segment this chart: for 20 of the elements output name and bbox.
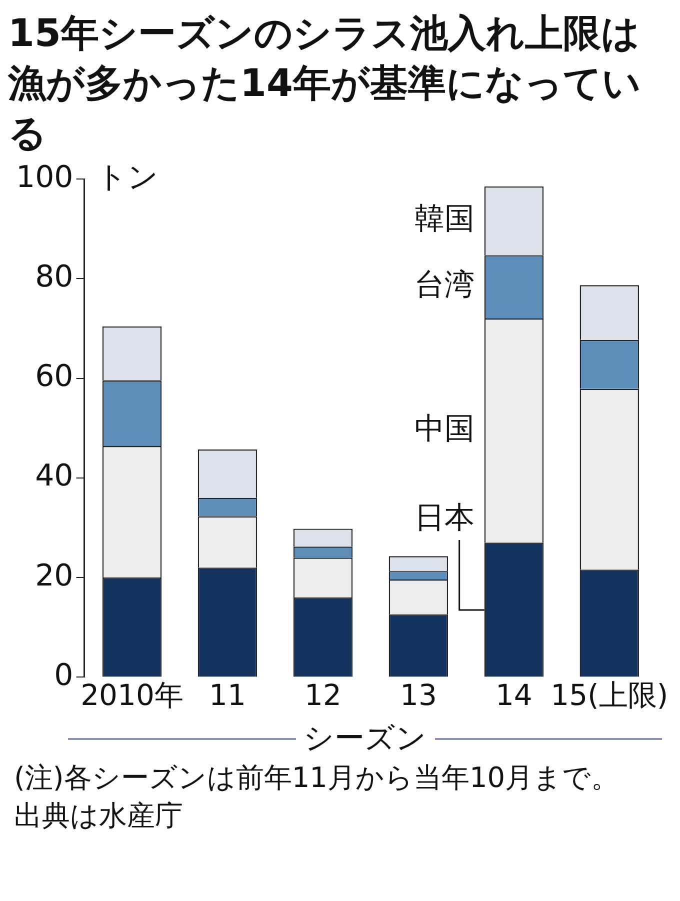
x-tick-label: 13 bbox=[400, 678, 437, 712]
x-axis-title: シーズン bbox=[302, 720, 428, 758]
y-tick-label: 20 bbox=[35, 558, 74, 594]
x-tick-label: 15(上限) bbox=[550, 678, 668, 712]
y-tick-label: 60 bbox=[35, 359, 74, 394]
x-tick-label: 14 bbox=[495, 678, 532, 712]
series-label: 中国 bbox=[414, 411, 474, 446]
y-tick-label: 80 bbox=[35, 259, 74, 294]
x-tick-label: 11 bbox=[209, 678, 246, 712]
series-label: 日本 bbox=[414, 500, 474, 536]
chart-title: 15年シーズンのシラス池入れ上限は漁が多かった14年が基準になっている bbox=[8, 10, 642, 157]
x-tick-label: 2010年 bbox=[80, 678, 184, 712]
x-tick-label: 12 bbox=[304, 678, 342, 712]
y-axis-title: トン bbox=[96, 160, 158, 195]
series-label: 韓国 bbox=[414, 202, 474, 237]
y-tick-label: 100 bbox=[16, 160, 74, 195]
text: (注)各シーズンは前年11月から当年10月まで。出典は水産庁 bbox=[13, 760, 620, 834]
series-label: 台湾 bbox=[414, 268, 474, 303]
y-tick-label: 0 bbox=[54, 658, 74, 693]
y-tick-label: 40 bbox=[35, 458, 74, 494]
